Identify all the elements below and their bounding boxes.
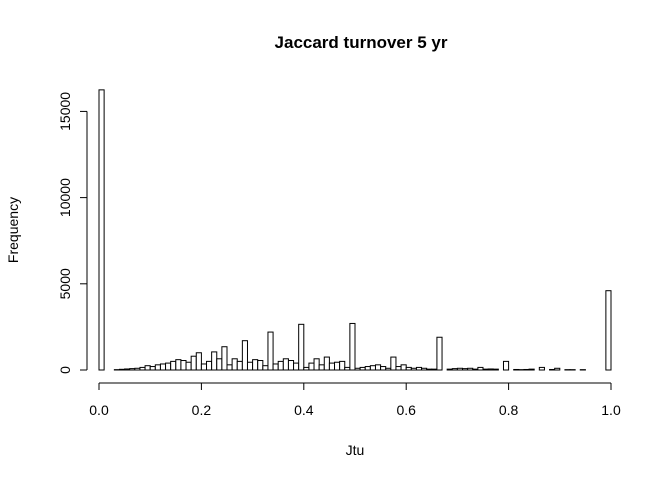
histogram-bar (124, 368, 131, 371)
histogram-bar (303, 366, 310, 371)
histogram-bar (287, 360, 295, 371)
histogram-bar (523, 368, 530, 371)
y-tick-label: 15000 (57, 92, 73, 131)
histogram-bar (277, 360, 284, 371)
histogram-bar (318, 364, 325, 371)
x-axis: 0.0 0.2 0.4 0.6 0.8 1.0 (89, 382, 621, 418)
histogram-bar (252, 359, 259, 371)
histogram-bar (190, 355, 197, 371)
histogram-bar (339, 360, 346, 371)
histogram-bar (298, 323, 305, 371)
histogram-bar (154, 364, 161, 371)
histogram-bar (405, 366, 412, 371)
histogram-bar (354, 367, 361, 371)
histogram-bar (344, 366, 351, 371)
histogram-bar (538, 366, 545, 371)
histogram-bar (400, 364, 407, 371)
x-tick-label: 0.0 (89, 402, 109, 418)
x-tick-label: 1.0 (601, 402, 621, 418)
x-tick-label: 0.2 (192, 402, 212, 418)
histogram-bar (426, 368, 433, 371)
histogram-bar (200, 363, 208, 371)
histogram-bar (492, 368, 499, 371)
histogram-bar (554, 367, 561, 371)
histogram-bar (334, 361, 341, 371)
histogram-bar (129, 368, 136, 371)
histogram-bar (226, 364, 233, 371)
histogram-bar (323, 356, 330, 371)
histogram-bars (98, 89, 612, 371)
y-axis: 0 5000 10000 15000 (57, 92, 88, 374)
histogram-bar (385, 367, 392, 371)
histogram-bar (313, 358, 320, 371)
histogram-bar (195, 352, 202, 371)
histogram-bar (436, 336, 443, 371)
histogram-bar (462, 368, 469, 371)
histogram-bar (293, 362, 300, 371)
histogram-bar (477, 366, 484, 371)
histogram-bar (395, 366, 402, 371)
y-tick-label: 5000 (57, 268, 73, 299)
y-tick-label: 0 (57, 366, 73, 374)
chart-title: Jaccard turnover 5 yr (275, 33, 448, 52)
histogram-bar (282, 358, 289, 371)
histogram-bar (216, 358, 223, 371)
histogram-bar (513, 368, 520, 371)
histogram-bar (257, 360, 264, 371)
histogram-bar (472, 368, 479, 371)
histogram-bar (421, 367, 428, 371)
histogram-bar (267, 331, 274, 371)
histogram-bar (605, 290, 612, 371)
histogram-bar (380, 366, 387, 371)
histogram-bar (415, 366, 423, 371)
x-axis-label: Jtu (346, 442, 365, 458)
histogram-bar (159, 363, 167, 371)
histogram-bar (446, 368, 453, 371)
histogram-bar (467, 367, 474, 371)
y-tick-label: 10000 (57, 178, 73, 217)
histogram-bar (170, 360, 177, 371)
y-axis-label: Frequency (5, 197, 21, 263)
histogram-bar (231, 358, 238, 371)
histogram-bar (272, 363, 279, 371)
x-tick-label: 0.4 (294, 402, 314, 418)
histogram-bar (328, 362, 336, 371)
histogram-bar (374, 364, 382, 371)
histogram-bar (451, 368, 458, 371)
histogram-bar (246, 361, 254, 371)
histogram-bar (98, 89, 105, 371)
histogram-bar (487, 368, 494, 371)
histogram-bar (390, 356, 397, 371)
histogram-bar (456, 367, 464, 371)
histogram-bar (502, 360, 510, 371)
histogram-bar (364, 366, 371, 371)
histogram-bar (262, 365, 269, 371)
histogram-bar (118, 368, 126, 371)
histogram-bar (349, 322, 356, 371)
histogram-bar (185, 361, 192, 371)
histogram-bar (369, 365, 376, 371)
histogram-bar (221, 346, 228, 371)
histogram-bar (482, 368, 489, 371)
histogram-bar (528, 368, 535, 371)
histogram-bar (180, 360, 187, 371)
histogram-bar (211, 351, 218, 371)
histogram-bar (359, 366, 366, 371)
x-tick-label: 0.6 (396, 402, 416, 418)
x-tick-label: 0.8 (499, 402, 519, 418)
histogram-bar (206, 360, 213, 371)
histogram-bar (308, 362, 315, 371)
histogram-bar (149, 366, 156, 371)
histogram-bar (410, 367, 417, 371)
histogram-bar (431, 368, 438, 371)
histogram-bar (139, 366, 146, 371)
histogram-bar (134, 367, 141, 371)
histogram-bar (241, 340, 248, 371)
histogram-bar (165, 362, 172, 371)
histogram-bar (175, 359, 182, 371)
histogram-bar (144, 365, 151, 371)
histogram-bar (236, 360, 243, 371)
histogram-bar (549, 368, 556, 371)
